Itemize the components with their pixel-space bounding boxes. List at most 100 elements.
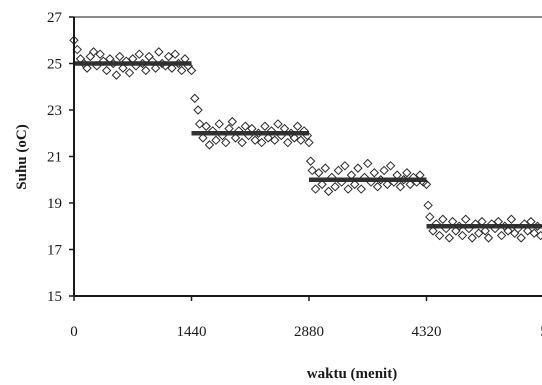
data-point — [330, 182, 340, 192]
data-point — [532, 221, 542, 231]
data-point — [204, 140, 215, 150]
data-point — [483, 233, 494, 243]
data-point — [260, 121, 270, 131]
axes: 15 17 19 21 23 25 27 0 1440 2880 4320 5 — [47, 10, 542, 340]
data-point — [363, 158, 373, 169]
data-point — [423, 200, 433, 211]
data-point — [529, 228, 539, 238]
data-point — [395, 182, 406, 192]
data-point — [327, 172, 337, 183]
data-point — [431, 219, 441, 229]
data-point — [186, 65, 197, 76]
data-point — [385, 161, 396, 171]
data-point — [131, 61, 141, 71]
data-point — [457, 230, 468, 241]
data-point — [389, 177, 399, 187]
data-point — [214, 119, 224, 129]
data-point — [95, 49, 105, 59]
data-point — [108, 58, 118, 69]
data-point — [147, 56, 158, 66]
data-point — [425, 212, 435, 222]
data-point — [118, 63, 128, 73]
data-point — [490, 223, 500, 234]
data-point — [506, 214, 517, 224]
data-point — [198, 133, 208, 143]
y-tick-label: 15 — [47, 289, 62, 305]
data-point — [227, 116, 238, 127]
data-point — [405, 179, 415, 190]
data-point — [392, 170, 402, 180]
data-point — [167, 63, 177, 73]
y-tick-label: 17 — [47, 243, 63, 259]
data-point — [101, 65, 112, 76]
data-point — [201, 121, 211, 131]
data-point — [85, 51, 96, 62]
data-point — [276, 130, 286, 141]
data-point — [292, 121, 303, 131]
data-point — [304, 137, 314, 148]
data-point — [296, 135, 306, 145]
data-point — [263, 133, 273, 143]
data-point — [470, 219, 481, 229]
data-point — [516, 233, 526, 243]
data-point — [273, 119, 283, 129]
plot-area — [69, 35, 542, 243]
data-point — [240, 121, 251, 131]
data-point — [154, 47, 164, 57]
data-point — [402, 168, 412, 178]
data-point — [519, 219, 530, 229]
data-point — [314, 168, 324, 178]
data-point — [340, 161, 350, 171]
data-point — [412, 177, 422, 187]
data-point — [421, 179, 432, 190]
y-tick-label: 27 — [47, 10, 63, 26]
data-point — [211, 135, 221, 145]
data-point — [190, 93, 200, 104]
data-point — [376, 175, 386, 185]
data-point — [493, 216, 504, 227]
y-tick-label: 25 — [47, 57, 62, 73]
data-point — [247, 123, 257, 134]
data-point — [460, 214, 471, 224]
data-point — [144, 51, 154, 62]
data-point — [513, 223, 523, 234]
data-point — [464, 223, 474, 234]
data-point — [253, 128, 264, 138]
data-point — [92, 61, 102, 71]
data-point — [224, 123, 234, 134]
data-point — [474, 228, 484, 238]
data-point — [230, 133, 241, 143]
data-point — [170, 49, 180, 59]
data-point — [467, 233, 477, 243]
data-point — [194, 119, 205, 129]
data-point — [317, 179, 327, 190]
data-point — [124, 68, 135, 78]
data-point — [141, 65, 151, 76]
data-point — [438, 214, 448, 224]
data-point — [477, 216, 487, 227]
data-point — [447, 216, 458, 227]
data-point — [526, 216, 536, 227]
data-point — [266, 126, 277, 136]
data-point — [346, 170, 357, 180]
data-point — [289, 133, 300, 143]
x-axis-title: waktu (menit) — [307, 366, 397, 382]
data-point — [320, 163, 331, 173]
data-point — [160, 61, 171, 71]
data-point — [221, 137, 231, 148]
data-point — [111, 70, 122, 80]
data-point — [307, 165, 317, 176]
data-point — [398, 175, 409, 185]
data-point — [193, 105, 203, 115]
x-tick-label: 1440 — [177, 324, 207, 340]
data-point — [82, 63, 92, 73]
x-tick-label: 4320 — [412, 324, 442, 340]
data-point — [243, 130, 254, 141]
data-point — [444, 233, 455, 243]
data-point — [353, 163, 363, 173]
data-point — [343, 184, 353, 194]
data-point — [98, 56, 109, 66]
data-point — [250, 135, 260, 145]
data-point — [173, 58, 184, 69]
